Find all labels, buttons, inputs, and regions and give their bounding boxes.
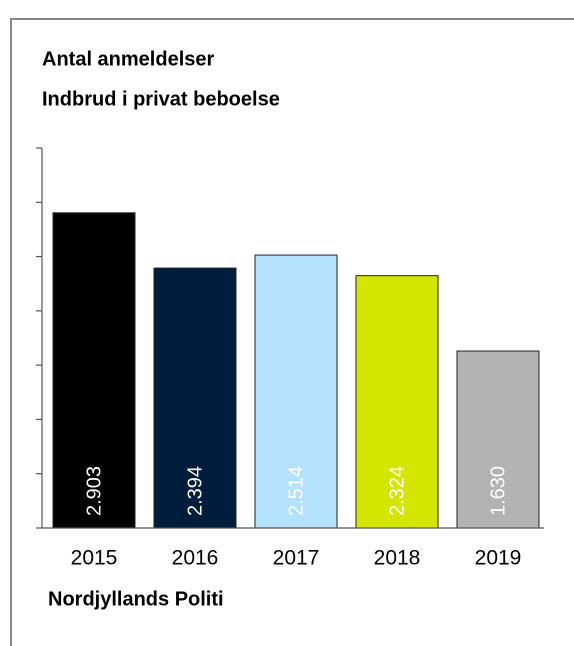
value-label: 2.903 xyxy=(83,466,105,516)
value-label: 2.514 xyxy=(285,466,307,516)
x-tick-label: 2017 xyxy=(273,547,320,570)
bar xyxy=(456,350,540,529)
x-tick-label: 2018 xyxy=(374,547,421,570)
frame xyxy=(10,18,574,646)
bar xyxy=(52,212,136,529)
value-label: 2.394 xyxy=(184,466,206,516)
value-label: 2.324 xyxy=(386,466,408,516)
value-label: 1.630 xyxy=(487,466,509,516)
source: Nordjyllands Politi xyxy=(48,588,224,610)
chart-subtitle: Indbrud i privat beboelse xyxy=(42,88,280,110)
x-tick-label: 2016 xyxy=(172,547,219,570)
bar xyxy=(355,275,439,529)
x-tick-label: 2019 xyxy=(475,547,522,570)
chart-title: Antal anmeldelser xyxy=(42,48,215,70)
x-tick-label: 2015 xyxy=(71,547,118,570)
bar xyxy=(153,267,237,529)
